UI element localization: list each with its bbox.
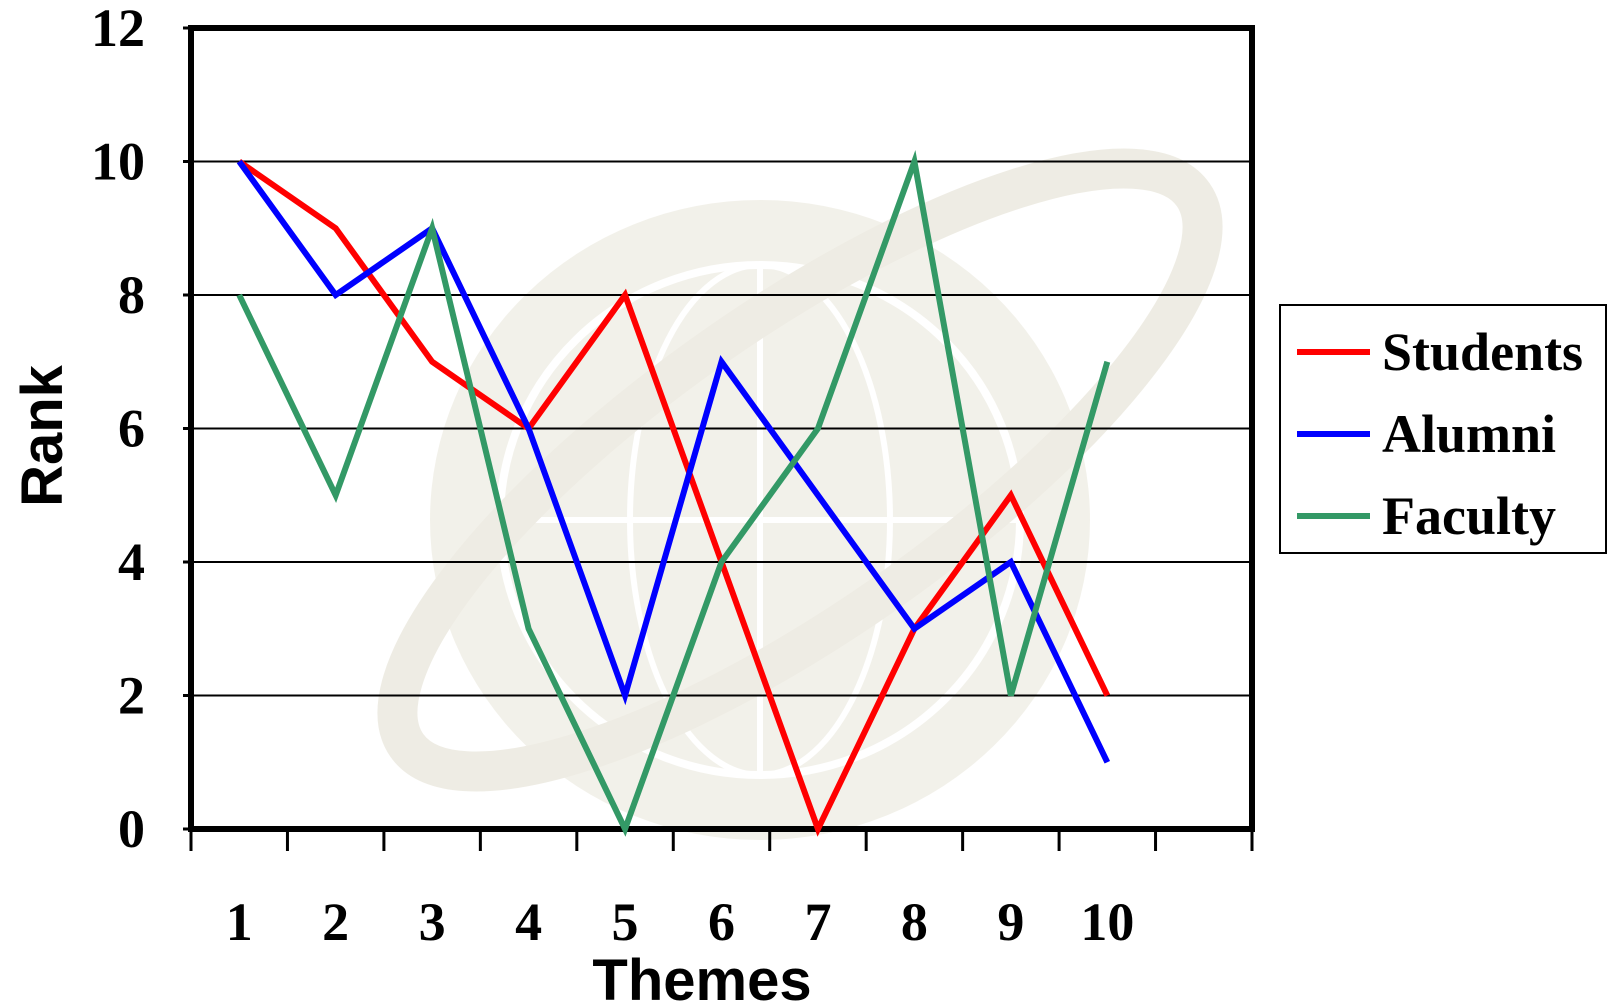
x-tick-label-7: 7 (804, 892, 831, 952)
x-tick-label-6: 6 (708, 892, 735, 952)
x-tick-label-9: 9 (997, 892, 1024, 952)
y-tick-label-6: 6 (118, 399, 145, 459)
y-tick-label-4: 4 (118, 532, 145, 592)
series-line-faculty (236, 149, 1111, 837)
y-tick-label-10: 10 (91, 132, 145, 192)
legend: Students Alumni Faculty (1279, 304, 1607, 554)
x-tick-label-2: 2 (322, 892, 349, 952)
series-lines (236, 149, 1111, 837)
x-axis-title: Themes (592, 948, 811, 1007)
x-tick-label-8: 8 (901, 892, 928, 952)
legend-box (1279, 304, 1607, 554)
y-axis-title: Rank (10, 364, 75, 507)
x-tick-label-3: 3 (419, 892, 446, 952)
series-line-students (237, 159, 1111, 837)
y-tick-label-8: 8 (118, 265, 145, 325)
legend-label-students: Students (1382, 322, 1583, 382)
y-tick-label-12: 12 (91, 0, 145, 58)
series-line-alumni (236, 159, 1111, 764)
x-tick-label-5: 5 (612, 892, 639, 952)
x-tick-label-4: 4 (515, 892, 542, 952)
x-tick-label-1: 1 (226, 892, 253, 952)
y-tick-label-0: 0 (118, 799, 145, 859)
legend-label-faculty: Faculty (1382, 486, 1556, 546)
legend-label-alumni: Alumni (1382, 404, 1556, 464)
y-tick-label-2: 2 (118, 666, 145, 726)
x-axis-ticks: 1 2 3 4 5 6 7 8 9 10 (189, 829, 1254, 952)
y-axis-ticks: 0 2 4 6 8 10 12 (91, 0, 191, 859)
x-tick-label-10: 10 (1080, 892, 1134, 952)
